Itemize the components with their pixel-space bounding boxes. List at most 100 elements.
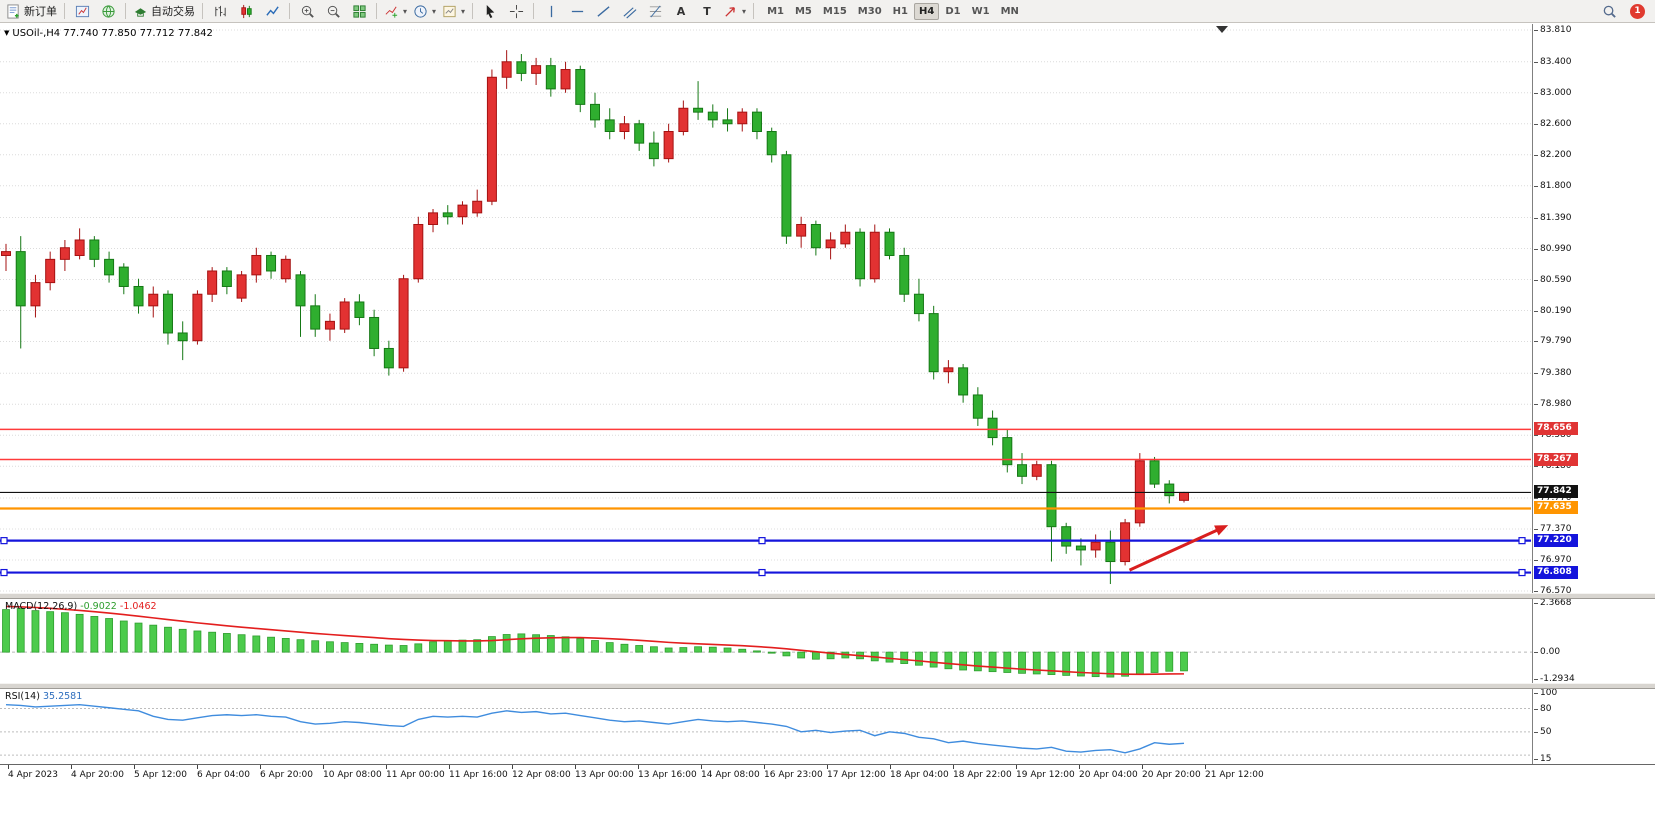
timeframe-W1[interactable]: W1: [971, 5, 990, 17]
channel-tool-button[interactable]: [616, 0, 642, 22]
time-tick: [701, 765, 702, 769]
template-icon: [442, 4, 457, 19]
time-axis-label: 10 Apr 08:00: [323, 770, 382, 780]
price-chart-canvas[interactable]: [0, 24, 1532, 593]
time-tick: [953, 765, 954, 769]
time-axis-label: 19 Apr 12:00: [1016, 770, 1075, 780]
price-axis-label: 83.400: [1534, 56, 1572, 67]
chart-title-text: USOil-,H4 77.740 77.850 77.712 77.842: [12, 28, 213, 39]
new-order-button[interactable]: 新订单: [3, 0, 60, 22]
new-order-label: 新订单: [24, 5, 57, 18]
text-tool-button[interactable]: A: [668, 0, 694, 22]
candlestick-mode-button[interactable]: [233, 0, 259, 22]
price-axis-label: 76.570: [1534, 586, 1572, 596]
macd-panel[interactable]: MACD(12,26,9) -0.9022 -1.0462: [0, 599, 1532, 683]
panel-divider[interactable]: [0, 683, 1655, 689]
templates-button[interactable]: ▾: [439, 0, 468, 22]
crosshair-tool-button[interactable]: [503, 0, 529, 22]
time-axis-label: 16 Apr 23:00: [764, 770, 823, 780]
profiles-button[interactable]: [95, 0, 121, 22]
zoom-in-button[interactable]: [294, 0, 320, 22]
rsi-panel[interactable]: RSI(14) 35.2581: [0, 689, 1532, 764]
clock-icon: [413, 4, 428, 19]
price-line-badge: 77.220: [1534, 533, 1578, 547]
bar-chart-icon: [213, 4, 228, 19]
timeframe-H4[interactable]: H4: [913, 2, 940, 20]
rsi-axis-label: 50: [1533, 726, 1552, 737]
time-axis-label: 20 Apr 20:00: [1142, 770, 1201, 780]
fibonacci-icon: [648, 4, 663, 19]
time-axis-label: 21 Apr 12:00: [1205, 770, 1264, 780]
price-chart-panel[interactable]: ▼ USOil-,H4 77.740 77.850 77.712 77.842: [0, 24, 1532, 593]
fibonacci-tool-button[interactable]: [642, 0, 668, 22]
rsi-label: RSI(14) 35.2581: [5, 691, 82, 702]
line-chart-mode-button[interactable]: [259, 0, 285, 22]
shapes-tool-button[interactable]: ▾: [720, 0, 749, 22]
toolbar-separator: [753, 3, 755, 19]
time-tick: [260, 765, 261, 769]
chart-title: ▼ USOil-,H4 77.740 77.850 77.712 77.842: [4, 28, 213, 39]
time-tick: [764, 765, 765, 769]
macd-axis-label: 2.3668: [1534, 598, 1572, 608]
toolbar-separator: [202, 3, 203, 19]
candlestick-icon: [239, 4, 254, 19]
toolbar-separator: [533, 3, 535, 19]
channel-icon: [622, 4, 637, 19]
chart-window-icon: [75, 4, 90, 19]
horizontal-line-tool-button[interactable]: [564, 0, 590, 22]
timeframe-M30[interactable]: M30: [857, 5, 882, 17]
label-tool-button[interactable]: T: [694, 0, 720, 22]
price-line-badge: 77.635: [1534, 501, 1578, 515]
vertical-line-tool-button[interactable]: [538, 0, 564, 22]
price-line-badge: 78.267: [1534, 452, 1578, 466]
price-axis-label: 76.970: [1534, 555, 1572, 565]
timeframe-M15[interactable]: M15: [822, 5, 847, 17]
price-line-badge: 77.842: [1534, 485, 1578, 499]
time-axis[interactable]: 4 Apr 2023 4 Apr 20:00 5 Apr 12:00 6 Apr 04…: [0, 764, 1655, 786]
cursor-tool-button[interactable]: [477, 0, 503, 22]
auto-trading-button[interactable]: 自动交易: [130, 0, 198, 22]
toolbar-separator: [472, 3, 474, 19]
price-axis-label: 81.800: [1534, 180, 1572, 191]
time-tick: [890, 765, 891, 769]
panel-divider[interactable]: [0, 593, 1655, 599]
periods-button[interactable]: ▾: [410, 0, 439, 22]
rsi-canvas[interactable]: [0, 689, 1532, 764]
zoom-out-button[interactable]: [320, 0, 346, 22]
rsi-value: 35.2581: [42, 691, 83, 702]
chart-window-button[interactable]: [69, 0, 95, 22]
price-axis-label: 79.790: [1534, 336, 1572, 347]
time-axis-label: 11 Apr 16:00: [449, 770, 508, 780]
indicators-button[interactable]: ▾: [381, 0, 410, 22]
timeframe-M1[interactable]: M1: [767, 5, 784, 17]
price-axis-label: 77.370: [1534, 524, 1572, 534]
timeframe-MN[interactable]: MN: [1000, 5, 1019, 17]
timeframe-D1[interactable]: D1: [945, 5, 961, 17]
rsi-axis-label: 80: [1533, 703, 1552, 714]
time-axis-label: 12 Apr 08:00: [512, 770, 571, 780]
time-axis-label: 14 Apr 08:00: [701, 770, 760, 780]
search-button[interactable]: [1596, 0, 1622, 22]
time-tick: [827, 765, 828, 769]
timeframe-H1[interactable]: H1: [892, 5, 908, 17]
chart-dropdown-icon[interactable]: ▼: [4, 29, 10, 37]
time-tick: [134, 765, 135, 769]
time-axis-label: 18 Apr 04:00: [890, 770, 949, 780]
price-axis-label: 80.190: [1534, 305, 1572, 316]
time-tick: [1205, 765, 1206, 769]
trendline-tool-button[interactable]: [590, 0, 616, 22]
price-axis-label: 83.810: [1534, 25, 1572, 35]
search-icon: [1602, 4, 1617, 19]
notification-badge[interactable]: 1: [1630, 3, 1645, 19]
price-axis-label: 82.600: [1534, 118, 1572, 129]
time-axis-label: 6 Apr 20:00: [260, 770, 313, 780]
macd-canvas[interactable]: [0, 599, 1532, 683]
bar-chart-mode-button[interactable]: [207, 0, 233, 22]
price-axis[interactable]: 83.810 83.400 83.000 82.600 82.200 81.800 81.3…: [1532, 24, 1655, 764]
tile-windows-button[interactable]: [346, 0, 372, 22]
arrow-shape-icon: [723, 4, 738, 19]
zoom-out-icon: [326, 4, 341, 19]
price-axis-label: 82.200: [1534, 149, 1572, 160]
timeframe-M5[interactable]: M5: [794, 5, 812, 17]
